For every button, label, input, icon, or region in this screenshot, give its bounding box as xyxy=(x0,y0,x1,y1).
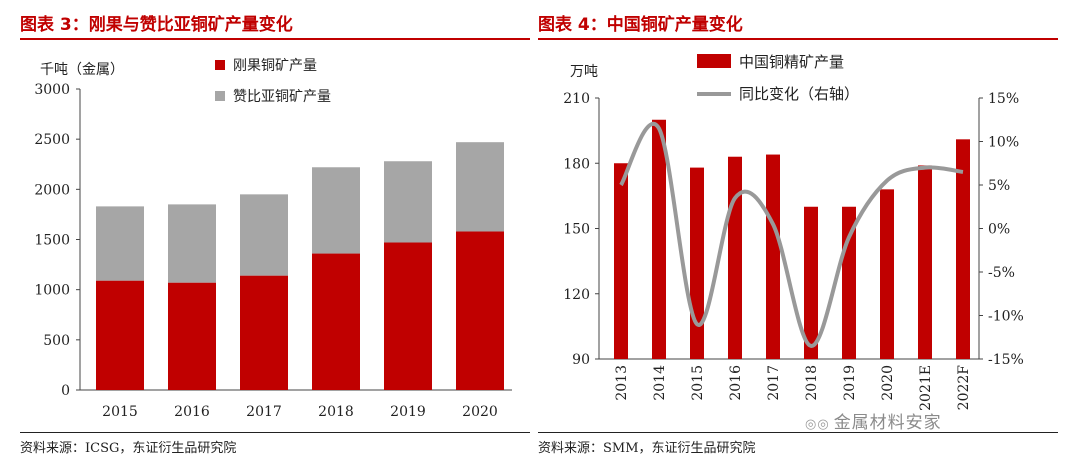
bar-china-output xyxy=(804,206,818,359)
yoy-change-line xyxy=(619,122,964,348)
left-y-tick-label: 120 xyxy=(563,287,590,303)
left-y-tick-label: 210 xyxy=(563,91,590,107)
left-y-tick-label: 90 xyxy=(572,352,590,368)
legend-swatch xyxy=(215,91,225,101)
legend-label: 刚果铜矿产量 xyxy=(233,58,317,74)
y-tick-label: 1500 xyxy=(34,233,70,249)
watermark: ◎◎ 金属材料安家 xyxy=(805,408,942,433)
x-tick-label: 2020 xyxy=(462,404,498,420)
right-chart-svg: 90 120 150 180 210 -15% -10% -5% 0% 5% 10% 15% 万吨 201… xyxy=(563,53,1024,411)
bar-zambia xyxy=(384,161,432,243)
bar-china-output xyxy=(766,154,780,359)
bar-zambia xyxy=(456,142,504,232)
bar-zambia xyxy=(96,206,144,281)
x-tick-label: 2015 xyxy=(690,365,706,401)
bar-congo xyxy=(312,253,360,390)
right-y-tick-label: 0% xyxy=(988,222,1010,238)
x-tick-label: 2018 xyxy=(318,404,354,420)
legend-label-bar: 中国铜精矿产量 xyxy=(739,53,844,71)
x-tick-label: 2017 xyxy=(246,404,282,420)
bar-congo xyxy=(96,280,144,390)
left-y-tick-label: 150 xyxy=(563,222,590,238)
left-source-rule xyxy=(20,432,530,433)
bar-china-output xyxy=(690,167,704,359)
x-tick-label: 2020 xyxy=(880,365,896,401)
y-tick-label: 1000 xyxy=(34,283,70,299)
x-tick-label: 2019 xyxy=(842,365,858,401)
x-tick-label: 2019 xyxy=(390,404,426,420)
bar-china-output xyxy=(956,139,970,359)
right-chart-title: 图表 4：中国铜矿产量变化 xyxy=(538,15,743,35)
y-tick-label: 500 xyxy=(43,333,70,349)
right-y-tick-label: 5% xyxy=(988,178,1010,194)
left-chart-title: 图表 3：刚果与赞比亚铜矿产量变化 xyxy=(20,15,293,35)
right-chart-panel: 图表 4：中国铜矿产量变化 90 120 150 180 210 -15% -10% -5% 0… xyxy=(530,0,1080,474)
bar-china-output xyxy=(918,165,932,359)
left-title-rule xyxy=(20,38,530,40)
bar-china-output xyxy=(728,156,742,359)
right-y-tick-label: 15% xyxy=(988,91,1019,107)
y-tick-label: 2500 xyxy=(34,132,70,148)
y-unit-label: 千吨（金属） xyxy=(40,62,124,78)
x-tick-label: 2018 xyxy=(804,365,820,401)
left-y-tick-label: 180 xyxy=(563,156,590,172)
x-tick-label: 2021E xyxy=(918,365,934,411)
right-y-tick-label: -5% xyxy=(988,265,1015,281)
y-tick-label: 2000 xyxy=(34,182,70,198)
bar-congo xyxy=(456,231,504,390)
bar-china-output xyxy=(652,119,666,359)
right-chart-source: 资料来源：SMM，东证衍生品研究院 xyxy=(538,441,756,456)
y-tick-label: 0 xyxy=(61,383,70,399)
right-y-tick-label: 10% xyxy=(988,135,1019,151)
y-unit-label: 万吨 xyxy=(570,64,598,80)
bar-china-output xyxy=(614,163,628,359)
x-tick-label: 2022F xyxy=(956,365,972,411)
legend-swatch-bar xyxy=(697,54,731,68)
bar-congo xyxy=(384,242,432,390)
right-y-tick-label: -15% xyxy=(988,352,1024,368)
watermark-text: 金属材料安家 xyxy=(833,413,942,433)
x-tick-label: 2013 xyxy=(614,365,630,401)
x-tick-label: 2016 xyxy=(174,404,210,420)
x-tick-label: 2015 xyxy=(102,404,138,420)
left-chart-svg: 0 500 1000 1500 2000 2500 3000 千吨（金属） 2015 2016 20… xyxy=(34,58,512,420)
right-title-rule xyxy=(538,38,1058,40)
bar-congo xyxy=(240,275,288,390)
bar-zambia xyxy=(240,194,288,276)
left-chart-source: 资料来源：ICSG，东证衍生品研究院 xyxy=(20,441,237,456)
bar-zambia xyxy=(312,167,360,254)
bar-zambia xyxy=(168,204,216,283)
bar-china-output xyxy=(880,189,894,359)
x-tick-label: 2016 xyxy=(728,365,744,401)
x-tick-label: 2017 xyxy=(766,365,782,401)
right-source-rule xyxy=(538,432,1058,433)
wechat-icon: ◎◎ xyxy=(805,417,830,432)
left-chart-panel: 图表 3：刚果与赞比亚铜矿产量变化 0 500 1000 1500 2000 2500 30… xyxy=(0,0,530,474)
y-tick-label: 3000 xyxy=(34,82,70,98)
bar-congo xyxy=(168,282,216,390)
legend-label: 赞比亚铜矿产量 xyxy=(233,89,331,105)
x-tick-label: 2014 xyxy=(652,365,668,401)
right-y-tick-label: -10% xyxy=(988,309,1024,325)
legend-label-line: 同比变化（右轴） xyxy=(739,85,859,103)
legend-swatch xyxy=(215,60,225,70)
